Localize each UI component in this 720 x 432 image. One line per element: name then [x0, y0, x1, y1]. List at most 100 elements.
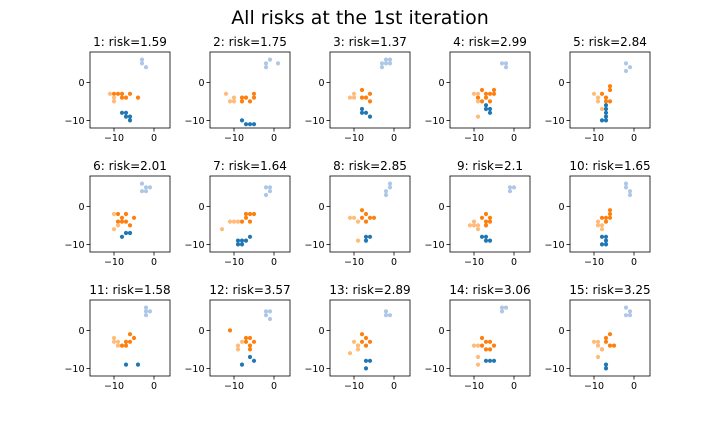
- subplot-grid: −10 0 0 −10 1: risk=1.59 −10 0 0 −10 2: risk=1.75…: [64, 35, 650, 392]
- plot-frame: [89, 299, 171, 377]
- scatter-point: [267, 309, 273, 314]
- series-c1: [239, 91, 257, 104]
- scatter-point: [595, 95, 601, 100]
- scatter-point: [267, 57, 273, 62]
- scatter-point: [367, 234, 373, 239]
- y-tick-label: −10: [184, 240, 204, 251]
- y-tick-label: 0: [438, 78, 444, 89]
- subplot-title: 6: risk=2.01: [93, 159, 167, 173]
- subplot-2: −10 0 0 −10 2: risk=1.75: [184, 35, 291, 144]
- scatter-point: [239, 99, 245, 104]
- scatter-point: [483, 238, 489, 243]
- plot-frame: [449, 51, 531, 129]
- x-tick-label: 0: [391, 257, 397, 268]
- scatter-point: [627, 192, 633, 198]
- scatter-point: [123, 362, 129, 367]
- scatter-point: [475, 99, 481, 104]
- x-tick-label: 0: [631, 381, 637, 392]
- subplot-title: 3: risk=1.37: [333, 35, 407, 49]
- scatter-point: [599, 215, 605, 220]
- scatter-point: [359, 339, 365, 344]
- scatter-point: [139, 61, 145, 66]
- y-tick-label: 0: [318, 78, 324, 89]
- scatter-point: [347, 351, 353, 356]
- scatter-point: [603, 335, 609, 341]
- scatter-point: [247, 343, 253, 348]
- subplot-3: −10 0 0 −10 3: risk=1.37: [304, 35, 411, 144]
- scatter-point: [267, 316, 273, 322]
- scatter-point: [111, 99, 117, 104]
- scatter-point: [123, 230, 129, 236]
- scatter-point: [111, 95, 117, 100]
- scatter-point: [475, 91, 481, 96]
- series-c2: [591, 339, 605, 360]
- scatter-point: [139, 189, 145, 194]
- plot-frame: [449, 299, 531, 377]
- scatter-point: [143, 185, 149, 190]
- scatter-point: [499, 61, 505, 66]
- y-tick-label: −10: [184, 364, 204, 375]
- scatter-point: [627, 309, 633, 314]
- scatter-point: [263, 185, 269, 190]
- scatter-point: [359, 87, 365, 93]
- scatter-point: [123, 110, 129, 115]
- plot-frame: [209, 175, 291, 253]
- scatter-point: [483, 106, 489, 112]
- scatter-point: [227, 328, 233, 333]
- scatter-point: [595, 223, 601, 228]
- scatter-point: [483, 347, 489, 352]
- subplot-1: −10 0 0 −10 1: risk=1.59: [64, 35, 171, 144]
- scatter-point: [383, 309, 389, 314]
- scatter-point: [483, 95, 489, 100]
- scatter-point: [591, 339, 597, 344]
- series-c2: [595, 219, 605, 232]
- y-tick-label: −10: [304, 364, 324, 375]
- scatter-point: [599, 227, 605, 232]
- scatter-point: [127, 118, 133, 123]
- scatter-point: [363, 366, 369, 371]
- y-tick-label: 0: [198, 326, 204, 337]
- y-tick-label: −10: [544, 116, 564, 127]
- scatter-point: [479, 87, 485, 93]
- subplot-title: 11: risk=1.58: [89, 283, 170, 297]
- scatter-point: [267, 185, 273, 190]
- scatter-point: [387, 313, 393, 318]
- scatter-point: [115, 219, 121, 224]
- scatter-point: [363, 219, 369, 224]
- scatter-point: [623, 61, 629, 66]
- scatter-point: [487, 339, 493, 344]
- scatter-point: [599, 106, 605, 112]
- scatter-point: [239, 362, 245, 367]
- scatter-point: [223, 91, 229, 96]
- scatter-point: [231, 95, 237, 100]
- x-tick-label: −10: [224, 257, 244, 268]
- y-tick-label: −10: [544, 364, 564, 375]
- scatter-point: [623, 305, 629, 310]
- x-tick-label: −10: [344, 257, 364, 268]
- y-tick-label: 0: [438, 326, 444, 337]
- scatter-point: [131, 335, 137, 341]
- x-tick-label: 0: [391, 381, 397, 392]
- series-c2: [111, 211, 121, 232]
- x-tick-label: −10: [584, 133, 604, 144]
- scatter-point: [603, 114, 609, 119]
- y-tick-label: −10: [64, 116, 84, 127]
- subplot-15: −10 0 0 −10 15: risk=3.25: [544, 283, 650, 392]
- x-tick-label: 0: [271, 381, 277, 392]
- y-tick-label: 0: [558, 326, 564, 337]
- x-tick-label: −10: [464, 381, 484, 392]
- scatter-point: [119, 219, 125, 224]
- subplot-4: −10 0 0 −10 4: risk=2.99: [424, 35, 531, 144]
- series-c0: [379, 57, 393, 70]
- series-c2: [591, 91, 605, 112]
- scatter-point: [603, 339, 609, 344]
- scatter-point: [475, 227, 481, 232]
- scatter-point: [483, 339, 489, 344]
- series-c2: [223, 91, 237, 104]
- scatter-point: [487, 106, 493, 112]
- scatter-point: [491, 87, 497, 93]
- scatter-point: [267, 189, 273, 194]
- plot-frame: [329, 51, 411, 129]
- subplot-6: −10 0 0 −10 6: risk=2.01: [64, 159, 171, 268]
- scatter-point: [603, 118, 609, 123]
